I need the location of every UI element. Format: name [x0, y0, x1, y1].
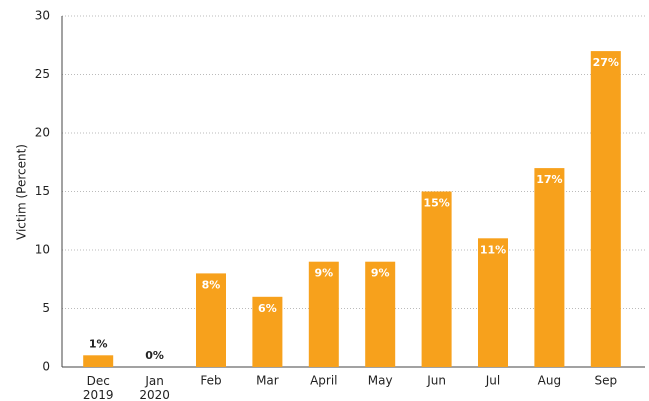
y-tick-label: 25	[35, 67, 50, 81]
x-tick-label: Jul	[485, 374, 500, 388]
y-tick-label: 5	[42, 301, 50, 315]
value-label: 11%	[480, 243, 506, 256]
x-tick-label: April	[310, 374, 337, 388]
bar	[478, 238, 508, 367]
bar	[590, 51, 621, 367]
value-label: 8%	[202, 278, 221, 291]
y-tick-label: 30	[35, 9, 50, 23]
bar	[83, 355, 114, 367]
x-tick-label: Jun	[426, 374, 446, 388]
y-axis-label: Victim (Percent)	[15, 144, 29, 240]
x-tick-label: Mar	[256, 374, 279, 388]
bar	[252, 296, 283, 367]
value-label: 6%	[258, 302, 277, 315]
value-label: 27%	[593, 56, 619, 69]
value-label: 15%	[423, 197, 449, 210]
value-label: 17%	[536, 173, 562, 186]
value-label: 0%	[145, 349, 164, 362]
x-tick-label: May	[368, 374, 393, 388]
y-tick-label: 20	[35, 126, 50, 140]
bar	[196, 273, 226, 367]
x-tick-label: Feb	[200, 374, 221, 388]
bar	[421, 191, 452, 367]
x-tick-label: Aug	[538, 374, 561, 388]
value-label: 9%	[314, 267, 333, 280]
y-tick-label: 10	[35, 243, 50, 257]
x-tick-label: Dec 2019	[83, 374, 114, 401]
y-tick-label: 0	[42, 360, 50, 374]
bar	[308, 261, 339, 367]
y-tick-label: 15	[35, 184, 50, 198]
value-label: 1%	[89, 337, 108, 350]
x-tick-label: Sep	[594, 374, 617, 388]
bar	[365, 261, 396, 367]
value-label: 9%	[371, 267, 390, 280]
x-tick-label: Jan 2020	[139, 374, 170, 401]
bar	[534, 168, 565, 367]
